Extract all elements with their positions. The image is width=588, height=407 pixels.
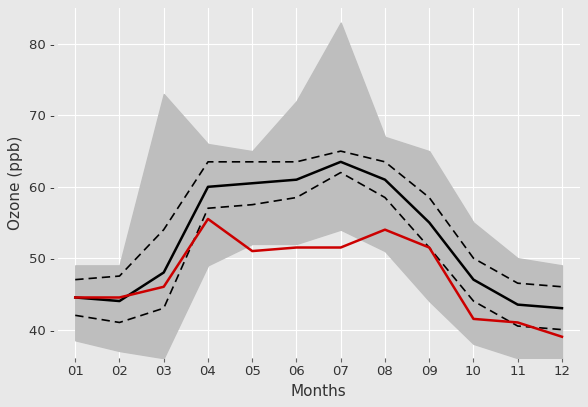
X-axis label: Months: Months [290, 384, 346, 399]
Y-axis label: Ozone (ppb): Ozone (ppb) [8, 136, 24, 230]
